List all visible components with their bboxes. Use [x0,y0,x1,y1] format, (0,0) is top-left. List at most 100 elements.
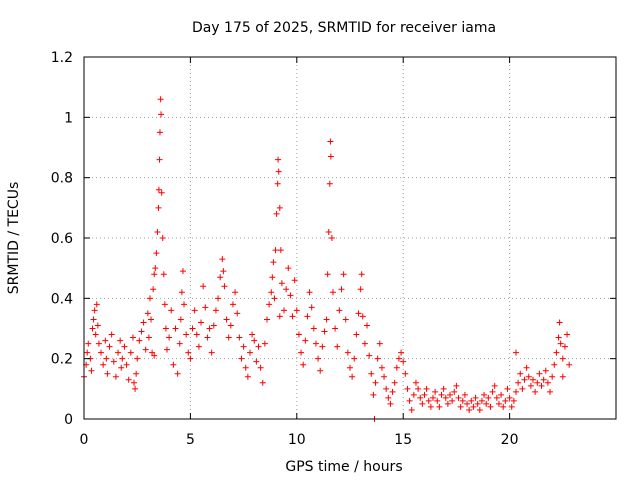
data-point [232,289,239,296]
data-point [85,340,92,347]
data-point [136,337,143,344]
data-point [557,340,564,347]
data-point [393,364,400,371]
data-point [170,361,177,368]
data-point [255,343,262,350]
data-point [295,331,302,338]
data-point [383,385,390,392]
data-point [504,385,511,392]
data-point [219,256,226,263]
data-point [315,355,322,362]
data-point [302,337,309,344]
data-point [210,322,217,329]
data-point [556,319,563,326]
data-point [133,370,140,377]
data-point [538,382,545,389]
data-point [160,271,167,278]
data-point [212,307,219,314]
data-point [502,397,509,404]
data-point [359,313,366,320]
data-point [521,376,528,383]
data-point [555,334,562,341]
data-point [285,265,292,272]
data-point [276,313,283,320]
data-point [152,265,159,272]
data-point [461,391,468,398]
data-point [202,304,209,311]
data-point [98,349,105,356]
data-point [432,388,439,395]
data-point [349,373,356,380]
data-point [257,364,264,371]
data-point [102,337,109,344]
x-tick-label: 10 [288,432,306,448]
data-point [121,343,128,350]
data-point [366,352,373,359]
data-point [259,379,266,386]
data-point [251,337,258,344]
data-point [321,328,328,335]
data-point [266,301,273,308]
data-point [127,349,134,356]
data-point [474,400,481,407]
data-point [198,319,205,326]
data-point [442,394,449,401]
grid [84,57,616,419]
y-tick-label: 0.6 [51,231,73,247]
data-point [276,204,283,211]
data-point [204,334,211,341]
data-point [425,397,432,404]
data-point [328,235,335,241]
data-point [512,349,519,356]
data-point [410,391,417,398]
data-point [206,325,213,332]
data-point [140,319,147,326]
data-point [398,349,405,356]
data-point [166,334,173,341]
data-point [110,358,117,365]
data-point [353,331,360,338]
data-point [385,394,392,401]
data-point [517,370,524,377]
y-tick-label: 0.4 [51,291,73,307]
y-tick-label: 0 [64,412,73,428]
data-point [357,286,364,293]
data-point [93,301,100,308]
data-point [208,349,215,356]
data-point [225,334,232,341]
data-point [347,364,353,371]
data-point [338,286,345,293]
data-point [481,391,488,398]
data-point [559,355,566,362]
data-point [215,295,222,302]
y-tick-label: 1.2 [51,50,73,66]
data-point [268,289,275,296]
data-point [118,364,125,371]
data-point [506,394,513,401]
data-point [470,403,477,410]
data-point [530,376,537,383]
data-point [336,307,343,314]
data-point [185,349,192,356]
data-point [566,361,573,368]
data-point [246,349,253,356]
data-point [234,310,241,317]
data-point [132,385,139,392]
data-point [358,271,365,278]
data-point [149,349,156,356]
x-tick-label: 5 [186,432,195,448]
data-point [154,228,161,235]
data-point [451,388,458,395]
data-point [447,391,454,398]
data-point [376,340,383,347]
data-point [498,391,505,398]
data-point [444,400,451,407]
x-tick-label: 0 [80,432,89,448]
axis-ticks: 0 0.2 0.4 0.6 0.8 1 1.2 0 5 10 15 20 [51,50,616,448]
data-point [151,352,158,359]
data-point [272,247,279,254]
data-point [415,385,422,392]
data-point [177,316,184,323]
data-point [332,325,339,332]
y-tick-label: 0.2 [51,352,73,368]
